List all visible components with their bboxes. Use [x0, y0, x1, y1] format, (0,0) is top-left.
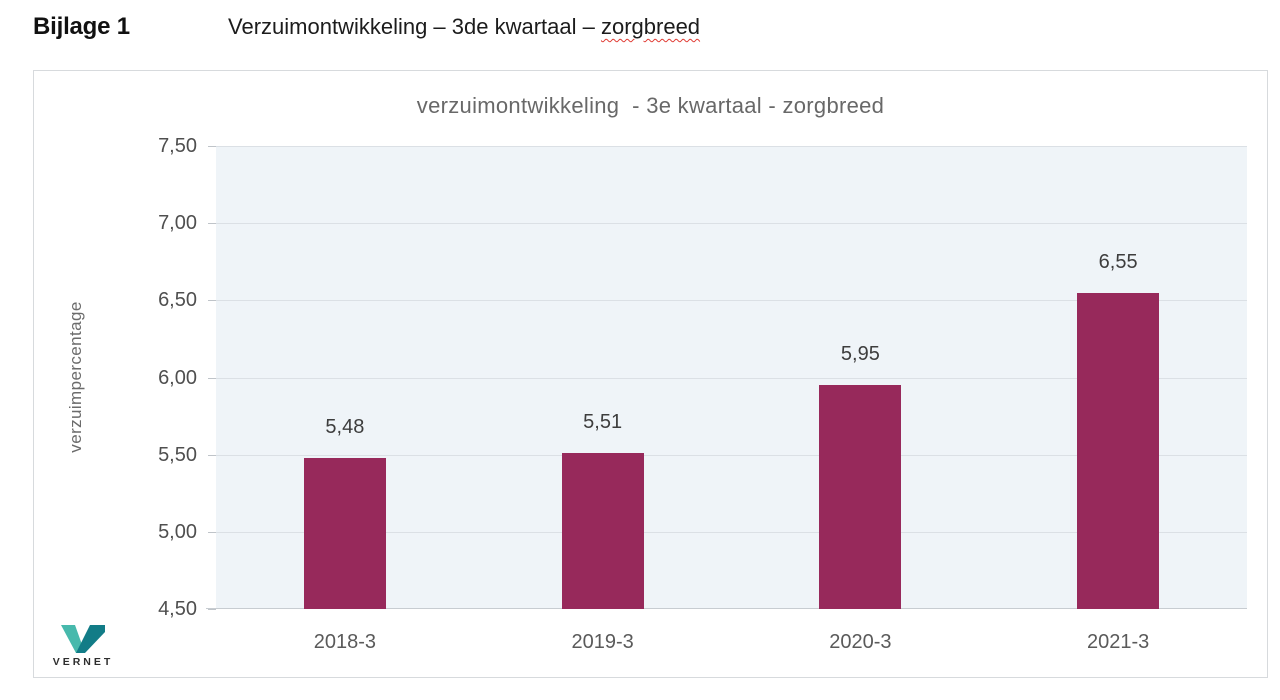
y-axis-tick-label: 7,50: [158, 135, 197, 157]
gridline: [216, 223, 1247, 225]
y-axis-tick-label: 6,00: [158, 366, 197, 389]
y-axis-tick-label: 4,50: [158, 598, 197, 620]
y-axis-tickmark: [208, 531, 216, 533]
gridline: [216, 531, 1247, 533]
bar-value-label: 5,51: [583, 411, 623, 434]
x-axis-line: [206, 608, 1247, 609]
y-axis-tick-label: 7,00: [158, 212, 197, 235]
bar-value-label: 6,55: [1098, 250, 1138, 273]
gridline: [216, 300, 1247, 302]
y-axis-tick-label: 5,50: [158, 443, 197, 466]
bar-2018-3: [303, 457, 386, 609]
bar-2020-3: [819, 385, 902, 609]
y-axis-title: verzuimpercentage: [66, 301, 85, 453]
x-axis-category-label: 2021-3: [1086, 631, 1150, 653]
x-axis-category-label: 2019-3: [571, 631, 634, 653]
vernet-logo-icon: [61, 625, 105, 653]
y-axis-tickmark: [208, 300, 216, 302]
y-axis-tickmark: [208, 377, 216, 379]
vernet-logo: VERNET: [50, 624, 116, 668]
bar-value-label: 5,48: [325, 415, 365, 438]
y-axis-tickmark: [208, 223, 216, 225]
gridline: [216, 454, 1247, 456]
y-axis-tick-label: 5,00: [158, 520, 197, 543]
gridline: [216, 377, 1247, 379]
chart-panel: verzuimontwikkeling - 3e kwartaal - zorg…: [33, 70, 1268, 678]
bar-2019-3: [561, 453, 644, 609]
document-title-text: Verzuimontwikkeling – 3de kwartaal –: [228, 14, 601, 39]
vernet-logo-text: VERNET: [52, 656, 114, 668]
plot-area: 5,48 5,51 5,95 6,55: [206, 146, 1247, 610]
document-heading: Bijlage 1 Verzuimontwikkeling – 3de kwar…: [33, 13, 1033, 41]
spellcheck-flagged-word: zorgbreed: [600, 14, 701, 39]
bar-2021-3: [1077, 292, 1160, 609]
x-axis-category-label: 2020-3: [829, 631, 892, 653]
bar-value-label: 5,95: [840, 343, 880, 366]
y-axis-tickmark: [208, 146, 216, 147]
x-axis-category-label: 2018-3: [313, 631, 377, 653]
appendix-label: Bijlage 1: [33, 13, 130, 40]
y-axis-tickmark: [208, 454, 216, 456]
document-title: Verzuimontwikkeling – 3de kwartaal – zor…: [228, 14, 700, 40]
y-axis-tick-label: 6,50: [158, 289, 197, 312]
gridline: [216, 146, 1247, 147]
y-axis-tickmark: [208, 609, 216, 610]
chart-title: verzuimontwikkeling - 3e kwartaal - zorg…: [416, 93, 885, 118]
